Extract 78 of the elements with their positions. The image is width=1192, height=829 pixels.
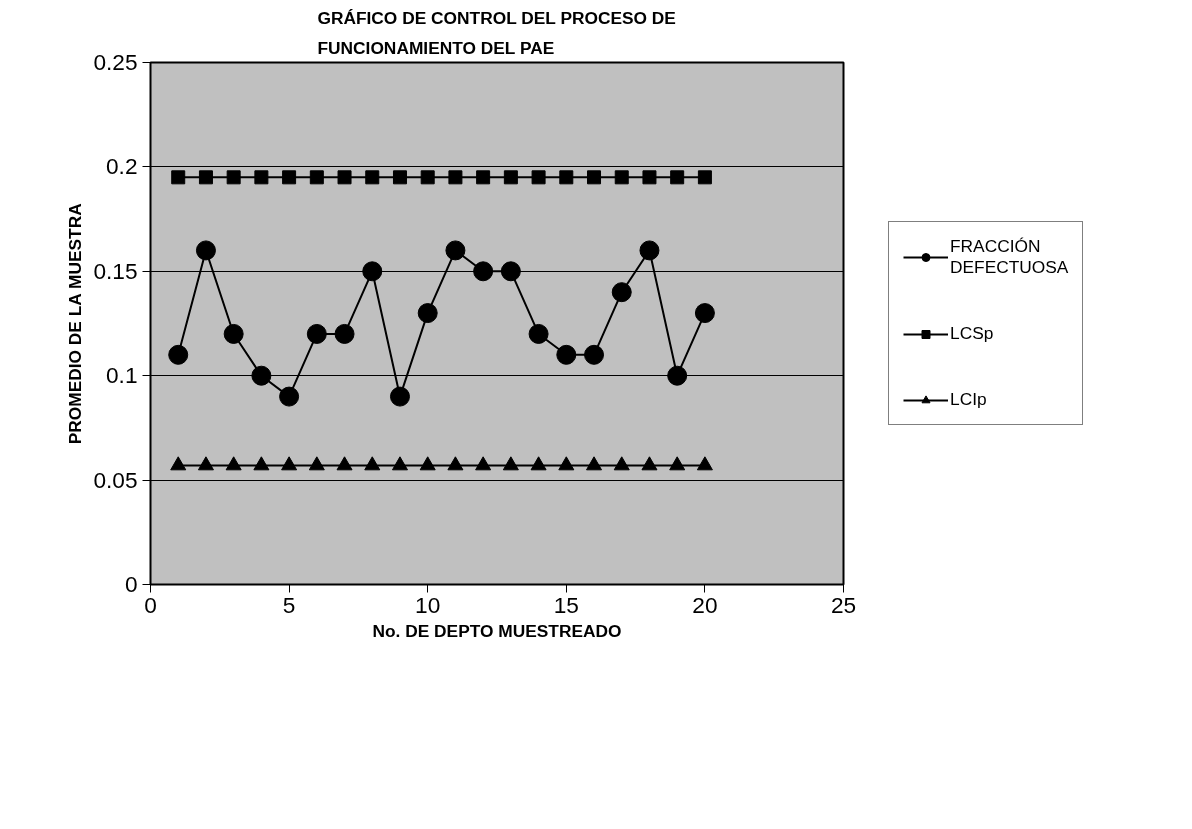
point [309,170,324,185]
point [528,323,549,344]
point [642,170,657,185]
point [251,365,272,386]
point [337,170,352,185]
point [669,456,686,471]
point [226,170,241,185]
point [584,344,605,365]
point [389,386,410,407]
point [419,456,436,471]
point [197,456,214,471]
point [336,456,353,471]
point [559,170,574,185]
point [613,456,630,471]
point [281,456,298,471]
point [253,456,270,471]
point [448,170,463,185]
y-tick-label: 0.1 [106,362,138,389]
point [697,170,712,185]
point [611,282,632,303]
legend-label: LCIp [950,389,987,410]
point [641,456,658,471]
x-tick-label: 15 [553,591,579,618]
point [667,365,688,386]
point [282,170,297,185]
y-tick-label: 0.2 [106,153,138,180]
x-tick-label: 20 [692,591,718,618]
y-tick-label: 0.15 [93,257,138,284]
x-tick-label: 5 [282,591,296,618]
point [694,303,715,324]
legend-label: LCSp [950,323,994,344]
y-tick-label: 0.25 [93,49,138,75]
point [476,170,491,185]
point [168,344,189,365]
point [447,456,464,471]
legend-label: FRACCIÓN DEFECTUOSA [950,236,1069,278]
x-tick-label: 25 [830,591,857,618]
x-axis-title: No. DE DEPTO MUESTREADO [372,620,622,641]
point [614,170,629,185]
point [254,170,269,185]
point [639,240,660,261]
point [365,170,380,185]
point [223,323,244,344]
point [531,170,546,185]
chart-title: GRÁFICO DE CONTROL DEL PROCESO DE FUNCIONAMIENTO DEL PAE [317,7,676,58]
point [195,240,216,261]
point [473,261,494,282]
point [503,170,518,185]
point [530,456,547,471]
point [198,170,213,185]
point [420,170,435,185]
point [391,456,408,471]
point [225,456,242,471]
point [306,323,327,344]
point [558,456,575,471]
point [475,456,492,471]
point [556,344,577,365]
point [445,240,466,261]
x-tick-label: 10 [415,591,441,618]
point [364,456,381,471]
point [170,456,187,471]
point [171,170,186,185]
point [587,170,602,185]
point [417,303,438,324]
point [279,386,300,407]
y-tick-label: 0 [124,571,138,597]
point [500,261,521,282]
x-tick-label: 0 [144,591,157,618]
y-tick-label: 0.05 [93,466,138,493]
point [502,456,519,471]
point [334,323,355,344]
point [696,456,713,471]
point [586,456,603,471]
point [362,261,383,282]
point [392,170,407,185]
point [308,456,325,471]
point [670,170,685,185]
y-axis-title: PROMEDIO DE LA MUESTRA [65,202,86,445]
